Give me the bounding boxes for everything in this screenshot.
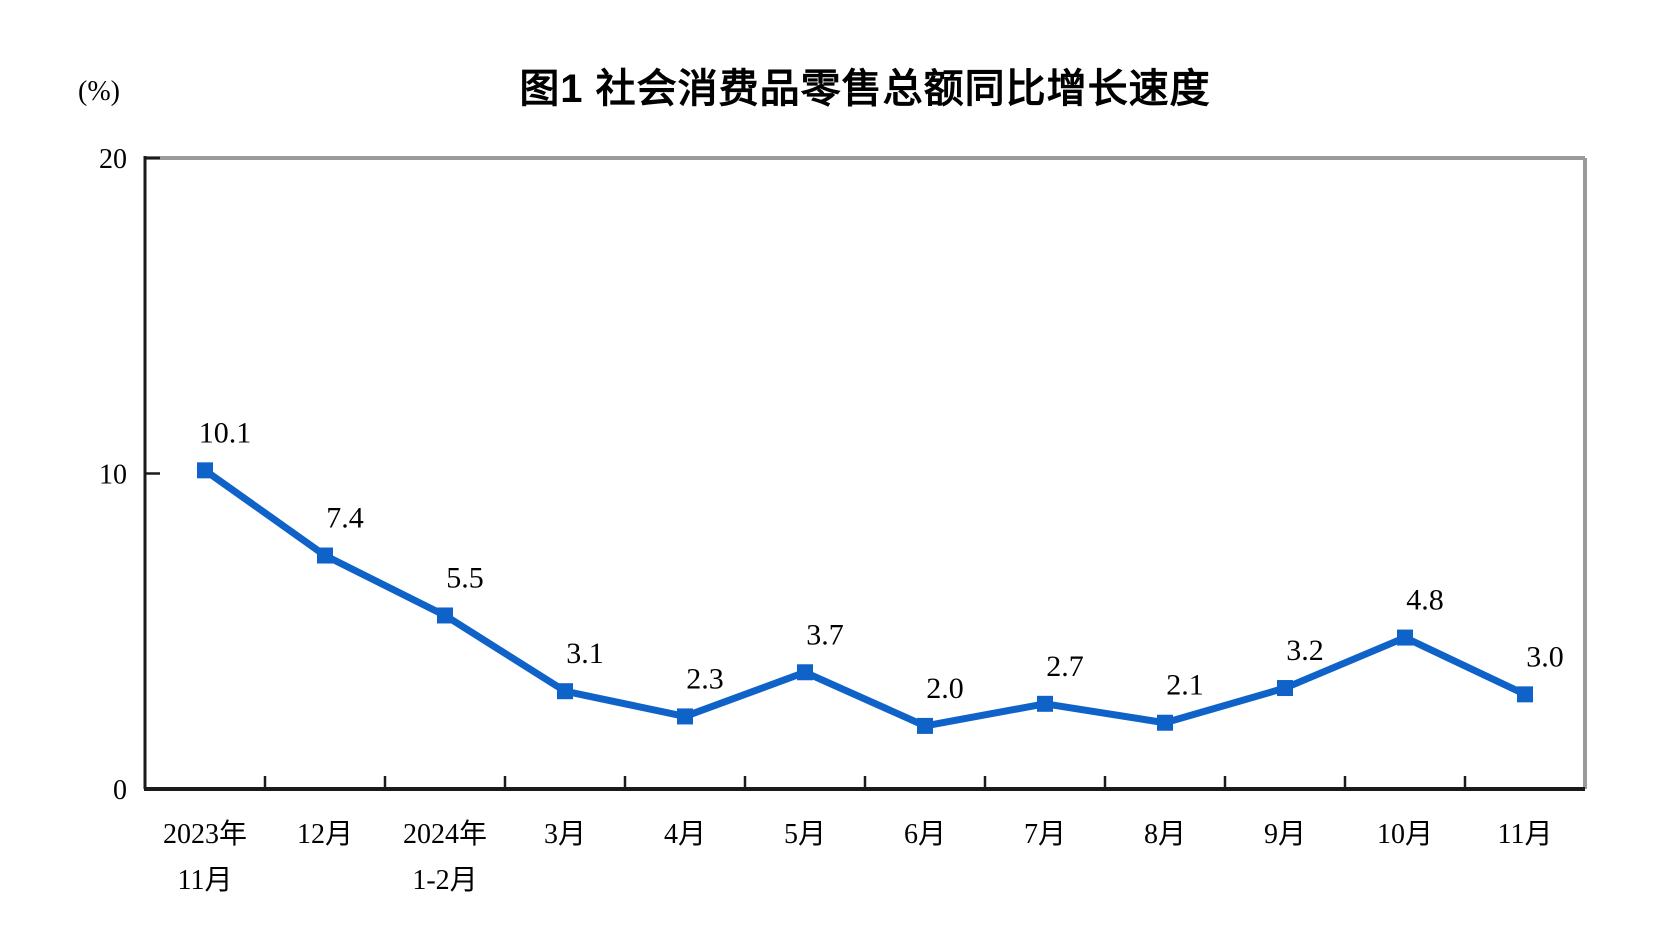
x-axis-label: 12月 [297,819,353,850]
data-point-marker [1397,629,1413,646]
data-point-label: 3.1 [566,637,604,670]
data-point-marker [317,547,333,564]
y-tick-label: 10 [99,460,127,491]
x-axis-label: 4月 [664,819,706,850]
data-point-label: 3.2 [1286,634,1324,667]
data-point-marker [1517,686,1533,703]
data-point-marker [197,462,213,479]
data-point-label: 3.7 [806,618,844,651]
data-point-label: 3.0 [1526,640,1564,673]
chart-title: 图1 社会消费品零售总额同比增长速度 [519,67,1211,111]
y-tick-label: 20 [99,144,127,175]
data-point-marker [1277,680,1293,697]
x-axis-label: 11月 [178,865,233,896]
data-series-line [201,466,1529,730]
x-axis-label: 3月 [544,819,586,850]
data-point-marker [917,717,933,734]
x-axis-label: 10月 [1377,819,1433,850]
data-point-label: 2.7 [1046,650,1084,683]
data-point-label: 2.3 [686,662,724,695]
x-axis-label: 7月 [1024,819,1066,850]
data-point-marker [437,607,453,624]
data-point-label: 7.4 [326,502,364,535]
x-axis-label: 5月 [784,819,826,850]
x-axis-label: 2024年 [403,818,487,850]
x-axis-label: 9月 [1264,819,1306,850]
x-axis-label: 2023年 [163,818,247,850]
data-point-marker [557,683,573,700]
x-axis-label: 6月 [904,819,946,850]
data-point-label: 5.5 [446,561,484,594]
x-axis-label: 11月 [1498,819,1553,850]
y-axis-unit-label: (%) [78,76,120,107]
data-point-label: 2.0 [926,672,964,705]
y-tick-label: 0 [113,775,127,806]
data-point-label: 4.8 [1406,584,1444,617]
data-point-marker [1157,714,1173,731]
x-axis-label: 1-2月 [412,865,477,896]
data-point-marker [1037,695,1053,712]
data-point-marker [677,708,693,725]
data-point-marker [797,664,813,681]
x-axis-label: 8月 [1144,819,1186,850]
data-point-label: 10.1 [199,416,252,449]
data-point-label: 2.1 [1166,669,1204,702]
